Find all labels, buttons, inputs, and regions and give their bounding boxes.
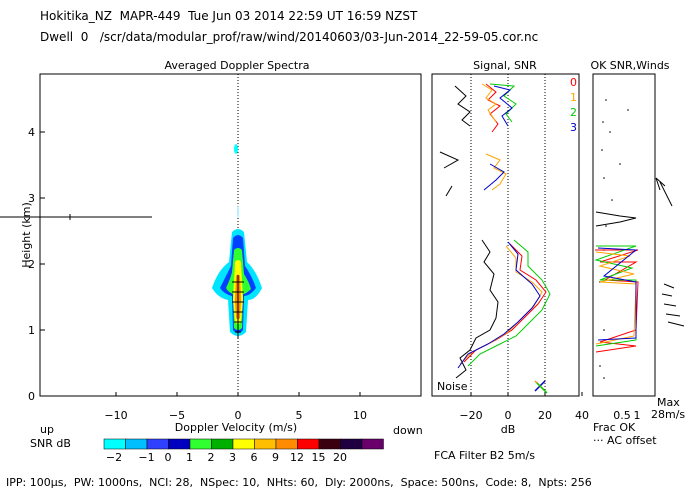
- colorbar-swatch: [211, 438, 234, 450]
- spectra-ytick-label: 4: [28, 126, 35, 139]
- spectra-ytick-label: 0: [28, 390, 35, 403]
- frac-ok-label: Frac OK: [593, 421, 636, 434]
- fca-filter-label: FCA Filter B2 5m/s: [434, 449, 535, 462]
- signal-xlabel: dB: [501, 423, 516, 436]
- colorbar-swatch: [318, 438, 341, 450]
- colorbar-swatch: [146, 438, 169, 450]
- colorbar-tick-label: 0: [165, 451, 172, 464]
- spectra-ytick-label: 3: [28, 192, 35, 205]
- signal-trace-upper: [454, 85, 471, 127]
- colorbar-tick-label: −2: [106, 451, 122, 464]
- colorbar-tick-label: 15: [312, 451, 326, 464]
- signal-xtick-label: 20: [538, 409, 552, 422]
- signal-xtick-label: 0: [505, 409, 512, 422]
- up-label: up: [40, 423, 54, 436]
- snr-traces-upper: [481, 83, 517, 191]
- ok-panel-dots: [599, 99, 629, 379]
- colorbar-swatch: [297, 438, 320, 450]
- colorbar-swatch: [361, 438, 384, 450]
- wind-barbs: [661, 283, 685, 327]
- signal-panel: [431, 73, 580, 397]
- channel-legend-item: 0: [570, 76, 577, 89]
- ok-xtick-label: 1: [634, 409, 641, 422]
- colorbar-swatch: [232, 438, 255, 450]
- colorbar-tick-label: 1: [186, 451, 193, 464]
- spectrum-crosses: [232, 275, 244, 338]
- colorbar-swatch: [168, 438, 191, 450]
- channel-legend-item: 3: [570, 121, 577, 134]
- colorbar-tick-label: 20: [333, 451, 347, 464]
- colorbar-tick-label: 2: [208, 451, 215, 464]
- spectra-xtick-label: −10: [104, 409, 127, 422]
- signal-trace-mid: [439, 151, 460, 169]
- spectra-xtick-label: 0: [235, 409, 242, 422]
- colorbar-tick-label: −1: [138, 451, 154, 464]
- ok-panel: [592, 73, 656, 397]
- ok-snr-winds-title: OK SNR,Winds: [590, 59, 669, 72]
- colorbar: −2 −1 0 1 2 3 6 9 12 15 20: [103, 438, 384, 464]
- noise-label: Noise: [437, 380, 468, 393]
- colorbar-tick-label: 6: [251, 451, 258, 464]
- spectra-xtick-label: 10: [353, 409, 367, 422]
- ok-frac-traces: [594, 245, 639, 353]
- station-title: Hokitika_NZ MAPR-449 Tue Jun 03 2014 22:…: [40, 9, 418, 23]
- down-label: down: [393, 424, 423, 437]
- dwell-path: Dwell 0 /scr/data/modular_prof/raw/wind/…: [40, 30, 539, 44]
- signal-xtick-label: −20: [459, 409, 482, 422]
- spectrum-blob-faint: [237, 206, 239, 218]
- colorbar-tick-label: 9: [272, 451, 279, 464]
- colorbar-swatch: [254, 438, 277, 450]
- colorbar-tick-label: 12: [290, 451, 304, 464]
- signal-snr-title: Signal, SNR: [473, 59, 537, 72]
- channel-legend: 0 1 2 3: [570, 76, 577, 134]
- signal-xtick-label: 40: [575, 409, 589, 422]
- signal-trace-low: [445, 185, 453, 197]
- snr-traces-lower: [457, 239, 551, 369]
- spectra-panel: [39, 73, 422, 397]
- ok-xtick-label: 0.5: [613, 409, 631, 422]
- spectrum-blob-top: [234, 144, 238, 154]
- instrument-params: IPP: 100μs, PW: 1000ns, NCI: 28, NSpec: …: [6, 476, 592, 489]
- noise-markers: [534, 380, 548, 394]
- spectra-ytick-label: 2: [28, 258, 35, 271]
- ac-offset-label: ··· AC offset: [593, 434, 657, 447]
- doppler-spectrum: [212, 144, 262, 338]
- wind-arrow-head: [655, 177, 666, 191]
- channel-legend-item: 1: [570, 91, 577, 104]
- signal-axes: −20 0 20 40 0.5 1: [459, 392, 641, 422]
- colorbar-tick-label: 3: [229, 451, 236, 464]
- spectra-xlabel: Doppler Velocity (m/s): [175, 421, 297, 434]
- spectra-ylabel: Height (km): [20, 202, 33, 268]
- colorbar-swatch: [125, 438, 148, 450]
- colorbar-title: SNR dB: [30, 437, 71, 450]
- spectra-axes: −10 −5 0 5 10 0 1 2 3 4: [28, 126, 367, 422]
- spectra-xtick-label: −5: [169, 409, 185, 422]
- spectra-xtick-label: 5: [296, 409, 303, 422]
- wind-arrow: [659, 181, 673, 207]
- colorbar-swatch: [275, 438, 298, 450]
- signal-trace-lower: [455, 239, 499, 379]
- max-value: 28m/s: [651, 408, 685, 421]
- channel-legend-item: 2: [570, 106, 577, 119]
- signal-gridlines: [470, 74, 546, 396]
- spectra-title: Averaged Doppler Spectra: [164, 59, 309, 72]
- spectra-ytick-label: 1: [28, 324, 35, 337]
- colorbar-swatch: [189, 438, 212, 450]
- colorbar-swatch: [103, 438, 126, 450]
- ok-black-spike: [595, 211, 637, 227]
- max-label: Max: [657, 396, 680, 409]
- colorbar-swatch: [340, 438, 363, 450]
